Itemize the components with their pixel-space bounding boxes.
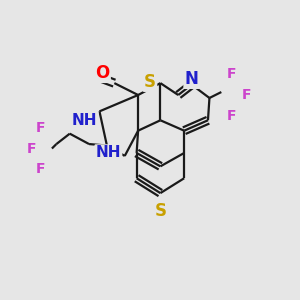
Text: N: N: [185, 70, 199, 88]
Text: O: O: [95, 64, 110, 82]
Text: F: F: [35, 121, 45, 135]
Text: F: F: [227, 67, 236, 81]
Text: NH: NH: [96, 146, 121, 160]
Text: NH: NH: [72, 113, 98, 128]
Text: S: S: [144, 73, 156, 91]
Text: F: F: [242, 88, 251, 102]
Text: F: F: [35, 162, 45, 176]
Text: F: F: [227, 109, 236, 123]
Text: S: S: [154, 202, 166, 220]
Text: F: F: [26, 142, 36, 155]
